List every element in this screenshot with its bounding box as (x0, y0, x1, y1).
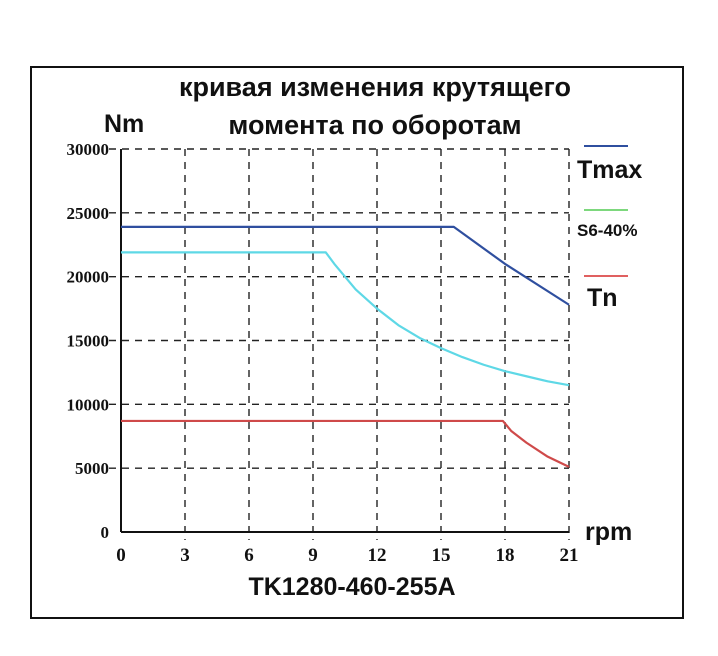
series-line-s6-40 (121, 251, 570, 387)
series-lines (121, 225, 570, 468)
legend-label-s6: S6-40% (577, 221, 637, 240)
y-tick-label: 5000 (75, 459, 109, 478)
y-tick-label: 15000 (67, 332, 110, 351)
x-tick-label: 3 (180, 545, 190, 566)
y-tick-labels: 0 5000 10000 15000 20000 25000 30000 (67, 140, 110, 542)
chart-title: кривая изменения крутящего момента по об… (179, 72, 571, 140)
chart-frame (30, 66, 684, 619)
x-tick-label: 21 (560, 545, 579, 566)
x-axis-unit: rpm (585, 518, 632, 546)
y-tick-label: 30000 (67, 140, 110, 159)
series-line-tmax (121, 225, 570, 306)
legend-label-tmax: Tmax (577, 156, 642, 184)
x-tick-label: 12 (368, 545, 387, 566)
y-tick-label: 10000 (67, 395, 110, 414)
chart-title-line-1: кривая изменения крутящего (179, 72, 571, 102)
x-tick-label: 0 (116, 545, 126, 566)
grid (109, 148, 570, 540)
x-tick-labels: 0 3 6 9 12 15 18 21 (116, 545, 578, 566)
axes (120, 149, 569, 533)
legend: Tmax S6-40% Tn (577, 145, 642, 312)
x-tick-label: 6 (244, 545, 254, 566)
series-line-tn (121, 419, 570, 468)
legend-label-tn: Tn (587, 284, 618, 312)
chart-title-line-2: момента по оборотам (228, 110, 521, 140)
y-tick-label: 0 (101, 523, 110, 542)
x-tick-label: 18 (496, 545, 515, 566)
x-tick-label: 9 (308, 545, 318, 566)
y-axis-unit: Nm (104, 110, 144, 138)
y-tick-label: 25000 (67, 204, 110, 223)
model-caption: TK1280-460-255A (248, 573, 455, 601)
y-tick-label: 20000 (67, 268, 110, 287)
x-tick-label: 15 (432, 545, 451, 566)
